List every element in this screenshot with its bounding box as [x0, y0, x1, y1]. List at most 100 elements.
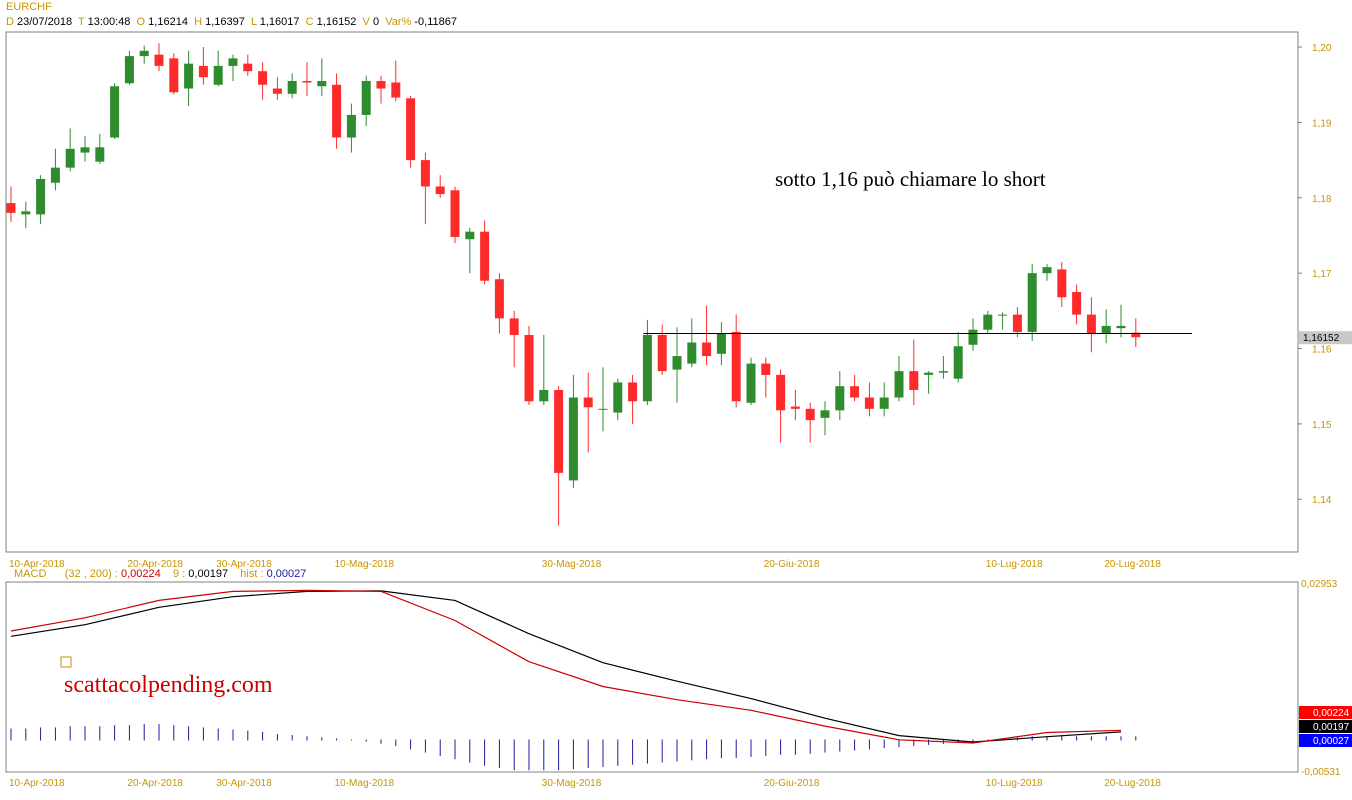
price-x-axis: 10-Apr-2018 20-Apr-2018 30-Apr-2018 10-Mag-…: [9, 559, 1161, 570]
candle-body: [480, 231, 490, 281]
candle-body: [1027, 273, 1037, 332]
candle-body: [1057, 269, 1067, 298]
macd-value-badges: 0,00224 0,00197 0,00027: [1299, 706, 1352, 747]
hist-value: 0,00027: [266, 568, 307, 580]
candle-body: [169, 58, 179, 93]
candle-body: [346, 114, 356, 138]
close-value: 1,16152: [316, 16, 357, 28]
candle-body: [391, 82, 401, 98]
macd-xtick-label: 30-Mag-2018: [542, 778, 602, 789]
candle-body: [746, 363, 756, 403]
signal-value: 0,00197: [188, 568, 229, 580]
price-xtick-label: 20-Apr-2018: [127, 559, 183, 570]
price-ytick-label: 1,19: [1312, 118, 1332, 129]
candle-body: [36, 178, 46, 215]
candle-body: [509, 318, 519, 335]
low-value: 1,16017: [259, 16, 300, 28]
candle-body: [154, 54, 164, 66]
candle-body: [805, 408, 815, 421]
macd-xtick-label: 10-Lug-2018: [986, 778, 1043, 789]
candle-body: [406, 98, 416, 161]
macd-params: (32 , 200) :: [64, 568, 118, 580]
macd-xtick-label: 30-Apr-2018: [216, 778, 272, 789]
var-value: -0,11867: [414, 16, 457, 28]
candle-body: [835, 386, 845, 411]
hist-badge: [1299, 734, 1352, 747]
price-ytick-label: 1,17: [1312, 269, 1332, 280]
volume-value: 0: [372, 16, 380, 28]
candle-body: [909, 371, 919, 390]
candle-body: [21, 211, 31, 215]
candle-body: [568, 397, 578, 481]
candle-body: [702, 342, 712, 357]
candle-body: [6, 203, 16, 213]
candle-body: [228, 58, 238, 66]
candle-body: [953, 346, 963, 379]
candle-body: [420, 160, 430, 187]
candle-body: [124, 56, 134, 84]
price-xtick-label: 30-Apr-2018: [216, 559, 272, 570]
candle-body: [1116, 325, 1126, 329]
hist-label: hist :: [240, 568, 264, 580]
candle-body: [761, 363, 771, 375]
hist-badge-label: 0,00027: [1313, 736, 1350, 747]
macd-badge-label: 0,00224: [1313, 708, 1350, 719]
price-xtick-label: 10-Apr-2018: [9, 559, 65, 570]
price-xtick-label: 20-Lug-2018: [1104, 559, 1161, 570]
candle-body: [524, 334, 534, 402]
candle-body: [332, 84, 342, 138]
candle-body: [465, 231, 475, 240]
small-square-icon: [60, 656, 72, 668]
price-y-axis: 1,20 1,19 1,18 1,17 1,16 1,15 1,14: [1298, 43, 1332, 506]
macd-xtick-label: 20-Lug-2018: [1104, 778, 1161, 789]
candle-body: [879, 397, 889, 409]
macd-ytick-max: 0,02953: [1301, 579, 1338, 590]
candle-body: [539, 389, 549, 402]
candle-body: [731, 331, 741, 402]
price-ytick-label: 1,20: [1312, 43, 1332, 54]
candle-body: [287, 80, 297, 94]
price-xtick-label: 20-Giu-2018: [764, 559, 820, 570]
candle-body: [864, 397, 874, 409]
candle-body: [672, 356, 682, 370]
candle-body: [657, 334, 667, 372]
candle-body: [65, 148, 75, 168]
candle-body: [687, 342, 697, 364]
candle-body: [1012, 314, 1022, 332]
candle-body: [1131, 332, 1141, 338]
candle-body: [139, 50, 149, 57]
candle-body: [583, 397, 593, 408]
macd-line: [10, 589, 1122, 744]
candle-body: [776, 374, 786, 411]
symbol-title: EURCHF: [6, 1, 52, 13]
last-price-label: 1,16152: [1303, 333, 1340, 344]
macd-x-axis: 10-Apr-2018 20-Apr-2018 30-Apr-2018 10-Mag-…: [9, 778, 1161, 789]
signal-badge-label: 0,00197: [1313, 722, 1350, 733]
candle-body: [110, 86, 120, 138]
candle-body: [50, 167, 60, 183]
candle-body: [938, 371, 948, 373]
candle-body: [317, 80, 327, 87]
open-value: 1,16214: [148, 16, 188, 28]
candle-body: [213, 65, 223, 85]
date-label: D: [6, 16, 14, 28]
ohlc-header: D 23/07/2018 T 13:00:48 O 1,16214 H 1,16…: [6, 16, 457, 28]
price-xtick-label: 10-Lug-2018: [986, 559, 1043, 570]
candle-body: [184, 63, 194, 89]
price-ytick-label: 1,14: [1312, 495, 1332, 506]
volume-label: V: [362, 16, 370, 28]
candle-body: [820, 410, 830, 418]
candle-body: [998, 314, 1008, 316]
candle-body: [894, 371, 904, 398]
candle-body: [850, 386, 860, 398]
candle-body: [1086, 314, 1096, 334]
signal-label: 9 :: [173, 568, 186, 580]
price-ytick-label: 1,16: [1312, 345, 1332, 356]
candle-body: [1042, 267, 1052, 274]
close-label: C: [305, 16, 314, 28]
time-label: T: [78, 16, 85, 28]
macd-ytick-min: -0,00531: [1301, 767, 1341, 778]
candle-body: [924, 372, 934, 375]
macd-value: 0,00224: [121, 568, 161, 580]
